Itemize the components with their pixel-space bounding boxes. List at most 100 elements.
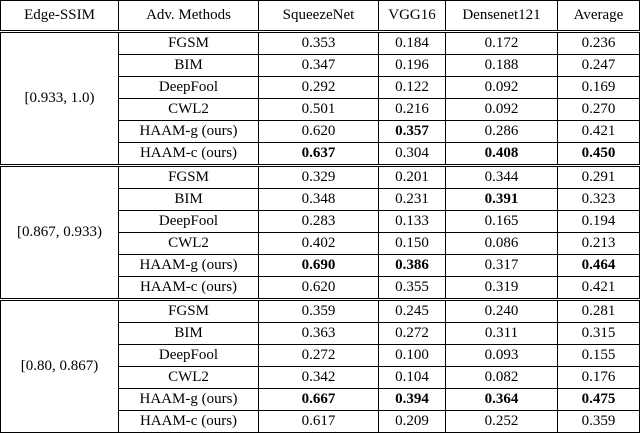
value-cell: 0.620	[258, 276, 379, 300]
value-cell: 0.364	[445, 388, 558, 411]
value-cell: 0.408	[445, 142, 558, 166]
range-cell: [0.80, 0.867)	[0, 298, 119, 433]
table-body: [0.933, 1.0) FGSM 0.353 0.184 0.172 0.236 BIM 0…	[0, 31, 640, 433]
value-cell: 0.286	[445, 120, 558, 143]
value-cell: 0.317	[445, 254, 558, 277]
value-cell: 0.196	[378, 54, 446, 77]
value-cell: 0.216	[378, 98, 446, 121]
value-cell: 0.172	[445, 31, 558, 55]
value-cell: 0.363	[258, 322, 379, 345]
value-cell: 0.637	[258, 142, 379, 166]
value-cell: 0.319	[445, 276, 558, 300]
value-cell: 0.122	[378, 76, 446, 99]
value-cell: 0.150	[378, 232, 446, 255]
method-cell: HAAM-g (ours)	[118, 254, 259, 277]
value-cell: 0.348	[258, 188, 379, 211]
table-row: HAAM-c (ours) 0.637 0.304 0.408 0.450	[1, 142, 640, 166]
table-row: BIM 0.347 0.196 0.188 0.247	[1, 54, 640, 77]
table-row: [0.933, 1.0) FGSM 0.353 0.184 0.172 0.236	[0, 31, 640, 166]
value-cell: 0.169	[557, 76, 640, 99]
value-cell: 0.421	[557, 276, 640, 300]
value-cell: 0.270	[557, 98, 640, 121]
value-cell: 0.213	[557, 232, 640, 255]
method-cell: HAAM-c (ours)	[118, 410, 259, 433]
value-cell: 0.092	[445, 76, 558, 99]
method-cell: FGSM	[118, 298, 259, 323]
value-cell: 0.359	[557, 410, 640, 433]
value-cell: 0.176	[557, 366, 640, 389]
method-cell: CWL2	[118, 98, 259, 121]
method-cell: CWL2	[118, 232, 259, 255]
table-row: CWL2 0.501 0.216 0.092 0.270	[1, 98, 640, 121]
value-cell: 0.231	[378, 188, 446, 211]
value-cell: 0.475	[557, 388, 640, 411]
value-cell: 0.617	[258, 410, 379, 433]
value-cell: 0.165	[445, 210, 558, 233]
value-cell: 0.247	[557, 54, 640, 77]
table-row: HAAM-c (ours) 0.620 0.355 0.319 0.421	[1, 276, 640, 300]
value-cell: 0.236	[557, 31, 640, 55]
range-cell: [0.933, 1.0)	[0, 31, 119, 166]
value-cell: 0.355	[378, 276, 446, 300]
value-cell: 0.421	[557, 120, 640, 143]
value-cell: 0.292	[258, 76, 379, 99]
header-cell: VGG16	[378, 0, 446, 33]
method-cell: CWL2	[118, 366, 259, 389]
method-cell: BIM	[118, 54, 259, 77]
value-cell: 0.272	[258, 344, 379, 367]
method-cell: BIM	[118, 322, 259, 345]
value-cell: 0.391	[445, 188, 558, 211]
value-cell: 0.100	[378, 344, 446, 367]
value-cell: 0.329	[258, 164, 379, 189]
table-row: BIM 0.348 0.231 0.391 0.323	[1, 188, 640, 211]
value-cell: 0.092	[445, 98, 558, 121]
method-cell: DeepFool	[118, 210, 259, 233]
value-cell: 0.291	[557, 164, 640, 189]
value-cell: 0.386	[378, 254, 446, 277]
value-cell: 0.086	[445, 232, 558, 255]
method-cell: DeepFool	[118, 344, 259, 367]
value-cell: 0.104	[378, 366, 446, 389]
method-cell: HAAM-g (ours)	[118, 388, 259, 411]
value-cell: 0.344	[445, 164, 558, 189]
header-cell: Average	[557, 0, 640, 33]
value-cell: 0.209	[378, 410, 446, 433]
table-row: BIM 0.363 0.272 0.311 0.315	[1, 322, 640, 345]
value-cell: 0.245	[378, 298, 446, 323]
value-cell: 0.093	[445, 344, 558, 367]
method-cell: FGSM	[118, 164, 259, 189]
method-cell: BIM	[118, 188, 259, 211]
table-row: CWL2 0.342 0.104 0.082 0.176	[1, 366, 640, 389]
value-cell: 0.281	[557, 298, 640, 323]
value-cell: 0.315	[557, 322, 640, 345]
value-cell: 0.272	[378, 322, 446, 345]
value-cell: 0.194	[557, 210, 640, 233]
value-cell: 0.394	[378, 388, 446, 411]
value-cell: 0.667	[258, 388, 379, 411]
value-cell: 0.402	[258, 232, 379, 255]
value-cell: 0.620	[258, 120, 379, 143]
value-cell: 0.082	[445, 366, 558, 389]
value-cell: 0.342	[258, 366, 379, 389]
table-row: HAAM-c (ours) 0.617 0.209 0.252 0.359	[1, 410, 640, 433]
table-row: [0.80, 0.867) FGSM 0.359 0.245 0.240 0.281	[0, 298, 640, 433]
header-cell: Adv. Methods	[118, 0, 259, 33]
table-row: [0.867, 0.933) FGSM 0.329 0.201 0.344 0.291	[0, 164, 640, 300]
table-row: HAAM-g (ours) 0.620 0.357 0.286 0.421	[1, 120, 640, 143]
header-cell: Densenet121	[445, 0, 558, 33]
range-cell: [0.867, 0.933)	[0, 164, 119, 300]
value-cell: 0.240	[445, 298, 558, 323]
table-row: DeepFool 0.272 0.100 0.093 0.155	[1, 344, 640, 367]
value-cell: 0.347	[258, 54, 379, 77]
method-cell: DeepFool	[118, 76, 259, 99]
table-row: HAAM-g (ours) 0.690 0.386 0.317 0.464	[1, 254, 640, 277]
method-cell: FGSM	[118, 31, 259, 55]
header-cell: SqueezeNet	[258, 0, 379, 33]
value-cell: 0.450	[557, 142, 640, 166]
value-cell: 0.133	[378, 210, 446, 233]
header-cell: Edge-SSIM	[0, 0, 119, 33]
value-cell: 0.252	[445, 410, 558, 433]
value-cell: 0.155	[557, 344, 640, 367]
